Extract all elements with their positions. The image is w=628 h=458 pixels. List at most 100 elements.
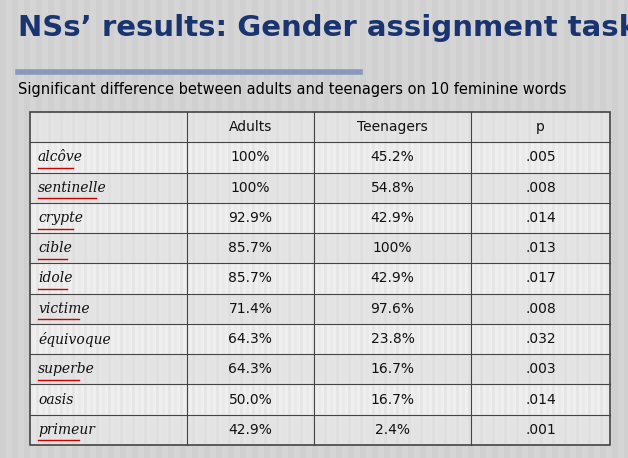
Bar: [540, 263, 543, 294]
Bar: [162, 0, 168, 458]
Bar: [438, 142, 441, 173]
Bar: [300, 112, 303, 142]
Bar: [402, 173, 405, 203]
Bar: [204, 112, 207, 142]
Bar: [174, 324, 177, 354]
Bar: [498, 415, 501, 445]
Bar: [540, 324, 543, 354]
Bar: [150, 233, 153, 263]
Bar: [30, 173, 33, 203]
Bar: [336, 142, 339, 173]
Bar: [366, 294, 369, 324]
Bar: [360, 415, 363, 445]
Bar: [354, 263, 357, 294]
Bar: [102, 294, 105, 324]
Bar: [366, 415, 369, 445]
Bar: [48, 173, 51, 203]
Bar: [582, 233, 585, 263]
Bar: [408, 233, 411, 263]
Bar: [492, 203, 495, 233]
Bar: [468, 173, 471, 203]
Bar: [288, 354, 291, 384]
Bar: [510, 263, 513, 294]
Bar: [30, 294, 610, 324]
Bar: [498, 263, 501, 294]
Bar: [534, 173, 537, 203]
Bar: [234, 142, 237, 173]
Text: alcôve: alcôve: [38, 150, 83, 164]
Bar: [408, 354, 411, 384]
Bar: [486, 0, 492, 458]
Bar: [360, 233, 363, 263]
Bar: [474, 203, 477, 233]
Bar: [42, 142, 45, 173]
Bar: [384, 384, 387, 415]
Bar: [564, 142, 567, 173]
Bar: [54, 203, 57, 233]
Bar: [240, 324, 243, 354]
Bar: [294, 233, 297, 263]
Bar: [564, 203, 567, 233]
Bar: [6, 0, 12, 458]
Bar: [624, 0, 628, 458]
Bar: [60, 263, 63, 294]
Bar: [42, 384, 45, 415]
Bar: [438, 0, 444, 458]
Bar: [426, 112, 429, 142]
Bar: [582, 263, 585, 294]
Bar: [294, 263, 297, 294]
Text: .008: .008: [525, 181, 556, 195]
Bar: [372, 294, 375, 324]
Bar: [510, 173, 513, 203]
Bar: [456, 324, 459, 354]
Bar: [336, 263, 339, 294]
Bar: [192, 294, 195, 324]
Bar: [204, 324, 207, 354]
Bar: [594, 112, 597, 142]
Bar: [282, 112, 285, 142]
Bar: [336, 112, 339, 142]
Bar: [462, 263, 465, 294]
Bar: [156, 0, 162, 458]
Bar: [150, 294, 153, 324]
Bar: [270, 0, 276, 458]
Bar: [234, 263, 237, 294]
Bar: [180, 294, 183, 324]
Bar: [30, 294, 33, 324]
Bar: [30, 263, 33, 294]
Bar: [150, 173, 153, 203]
Bar: [510, 203, 513, 233]
Text: .017: .017: [525, 272, 556, 285]
Bar: [576, 354, 579, 384]
Bar: [576, 112, 579, 142]
Bar: [210, 263, 213, 294]
Bar: [96, 354, 99, 384]
Bar: [210, 354, 213, 384]
Bar: [282, 354, 285, 384]
Bar: [396, 354, 399, 384]
Bar: [168, 384, 171, 415]
Bar: [258, 354, 261, 384]
Bar: [84, 112, 87, 142]
Bar: [252, 112, 255, 142]
Bar: [336, 233, 339, 263]
Bar: [342, 112, 345, 142]
Bar: [378, 173, 381, 203]
Bar: [366, 203, 369, 233]
Bar: [564, 263, 567, 294]
Bar: [516, 142, 519, 173]
Bar: [360, 294, 363, 324]
Bar: [204, 233, 207, 263]
Bar: [456, 294, 459, 324]
Bar: [558, 263, 561, 294]
Bar: [282, 324, 285, 354]
Bar: [396, 0, 402, 458]
Bar: [348, 354, 351, 384]
Bar: [588, 294, 591, 324]
Bar: [366, 112, 369, 142]
Bar: [426, 0, 432, 458]
Bar: [534, 233, 537, 263]
Bar: [456, 112, 459, 142]
Bar: [234, 233, 237, 263]
Bar: [480, 294, 483, 324]
